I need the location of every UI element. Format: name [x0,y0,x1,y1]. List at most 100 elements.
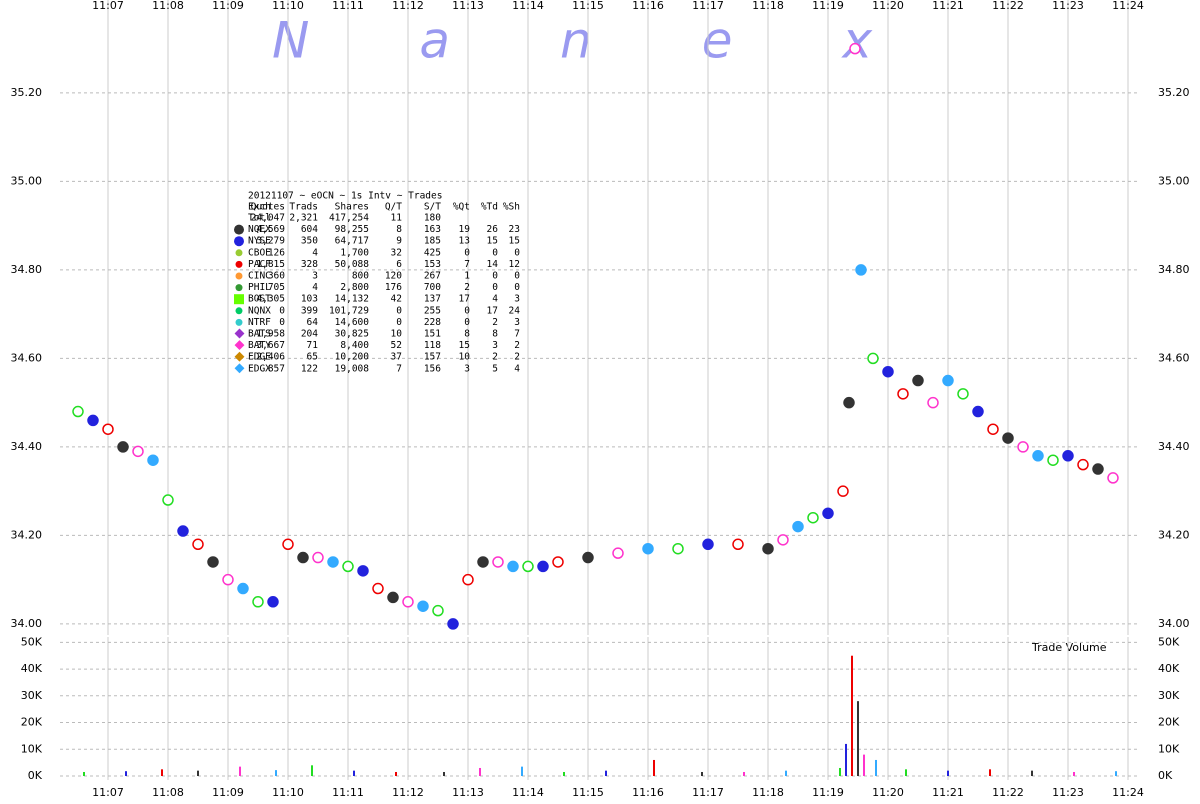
table-cell: 120 [385,271,402,282]
y-tick-label: 30K [21,689,43,702]
table-cell: 11 [391,213,403,224]
table-cell: 10 [459,352,471,363]
table-cell: 328 [301,259,318,270]
trade-point [267,596,279,608]
table-cell: 4 [492,294,498,305]
volume-bar [311,765,313,776]
trade-point [942,374,954,387]
trade-point [1002,432,1014,444]
volume-bar [857,701,859,776]
trade-point [432,604,444,617]
y-tick-label-right: 34.20 [1158,528,1190,541]
table-cell: 15 [509,236,520,247]
trade-point [1077,458,1089,471]
table-marker [234,236,244,247]
table-cell: BATY [248,340,271,351]
table-cell: 3 [514,317,520,328]
table-cell: 24 [509,305,521,316]
volume-bar [605,770,607,776]
grid [60,0,1140,780]
table-cell: 15 [459,340,470,351]
trade-point [252,596,264,608]
table-cell: 0 [514,282,520,293]
table-cell: 118 [424,340,441,351]
volume-bar [653,759,655,776]
table-cell: 8 [396,224,402,235]
x-tick-label: 11:14 [512,0,544,12]
x-tick-label: 11:19 [812,786,844,799]
table-cell: PACF [248,259,271,270]
table-marker [235,307,243,315]
table-cell: 103 [301,294,318,305]
x-tick-label: 11:08 [152,0,184,12]
table-cell: PHIL [248,282,271,293]
table-cell: 0 [396,305,402,316]
trade-point [132,445,144,458]
volume-bar [83,771,85,776]
table-cell: 2 [492,352,498,363]
volume-bar [845,743,847,776]
trade-point [72,405,84,418]
table-cell: 176 [385,282,402,293]
table-cell: 3,667 [256,340,285,351]
table-cell: 3,279 [256,236,285,247]
trade-point [855,264,867,276]
table-marker [234,294,244,305]
x-tick-label: 11:24 [1112,0,1144,12]
y-tick-label-right: 10K [1158,742,1180,755]
x-tick-label: 11:18 [752,0,784,12]
y-tick-label-right: 40K [1158,662,1180,675]
trade-point [672,542,684,555]
table-cell: 19 [459,224,471,235]
trade-point [447,618,459,630]
table-cell: 23 [509,224,520,235]
y-tick-label: 40K [21,662,43,675]
table-cell: NTRF [248,317,271,328]
volume-bar [161,769,163,776]
y-tick-label: 34.60 [11,351,43,364]
x-tick-label: 11:18 [752,786,784,799]
x-tick-label: 11:22 [992,786,1024,799]
table-cell: 267 [424,271,441,282]
table-cell: 185 [424,236,441,247]
trade-point [1107,472,1119,484]
trade-point [102,423,114,435]
trade-point [147,454,159,466]
table-header: Quotes [251,202,285,213]
table-cell: 126 [268,247,285,258]
volume-bar [785,770,787,776]
trade-point [612,547,624,559]
table-cell: 857 [268,363,285,374]
y-tick-label-right: 34.60 [1158,351,1190,364]
y-tick-label: 35.20 [11,86,43,99]
trade-point [1047,454,1059,466]
table-cell: 101,729 [329,305,369,316]
trade-point [897,388,909,400]
table-cell: 13 [459,236,470,247]
table-cell: 3 [464,363,470,374]
trade-point [117,441,129,453]
trade-point [702,538,714,551]
trade-point [1092,463,1104,475]
y-tick-label-right: 35.20 [1158,86,1190,99]
table-cell: 151 [424,329,441,340]
table-cell: 10,200 [335,352,370,363]
x-tick-label: 11:13 [452,786,484,799]
volume-bar [275,770,277,776]
table-cell: 2 [464,282,470,293]
table-cell: 4 [312,247,318,258]
table-cell: 0 [279,317,285,328]
volume-bar [875,759,877,776]
x-tick-label: 11:12 [392,0,424,12]
trade-point [462,573,474,586]
table-cell: 228 [424,317,441,328]
trade-point [342,560,354,573]
trade-point [297,551,309,564]
table-cell: EDGE [248,352,271,363]
trade-point [777,534,789,546]
table-cell: 8 [492,329,498,340]
trade-point [867,352,879,365]
trade-point [912,374,924,387]
table-cell: 700 [424,282,441,293]
